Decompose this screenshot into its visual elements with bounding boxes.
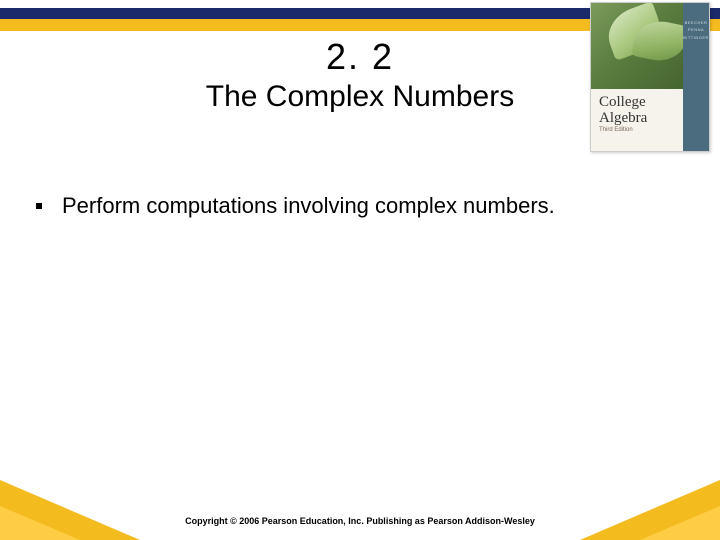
slide-title-block: 2. 2 The Complex Numbers [0, 36, 720, 114]
bullet-text: Perform computations involving complex n… [62, 193, 555, 219]
bullet-icon [36, 203, 42, 209]
book-author: PENNA [688, 28, 704, 32]
section-title: The Complex Numbers [0, 80, 720, 114]
section-number: 2. 2 [0, 36, 720, 78]
list-item: Perform computations involving complex n… [36, 193, 555, 219]
book-author: BEECHER [685, 21, 708, 25]
book-edition: Third Edition [599, 127, 633, 133]
copyright-text: Copyright © 2006 Pearson Education, Inc.… [0, 516, 720, 526]
